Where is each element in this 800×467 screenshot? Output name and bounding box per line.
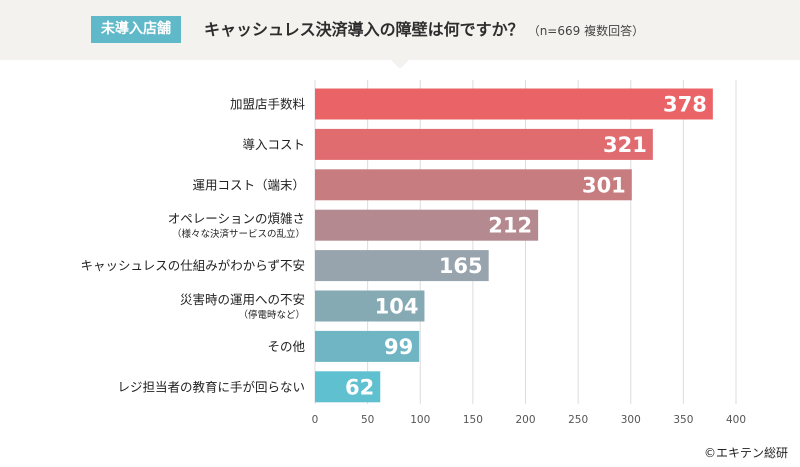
category-label: レジ担当者の教育に手が回らない: [117, 379, 305, 394]
x-tick-label: 50: [361, 414, 374, 426]
category-sublabel: （様々な決済サービスの乱立）: [172, 228, 305, 240]
bar-value-label: 301: [582, 173, 626, 197]
x-tick-label: 100: [410, 414, 430, 426]
category-sublabel: （停電時など）: [238, 309, 305, 321]
x-tick-label: 400: [726, 414, 746, 426]
x-tick-label: 150: [463, 414, 483, 426]
bar: [315, 250, 489, 282]
header-band: 未導入店舗 キャッシュレス決済導入の障壁は何ですか？ （n=669 複数回答）: [0, 0, 800, 60]
bar: [315, 88, 713, 120]
category-label: 運用コスト（端末）: [192, 177, 305, 192]
bar: [315, 209, 539, 241]
bar: [315, 169, 632, 201]
bar: [315, 290, 425, 322]
segment-badge: 未導入店舗: [91, 16, 181, 43]
category-label: その他: [267, 339, 305, 354]
x-tick-label: 250: [568, 414, 588, 426]
bar-value-label: 62: [345, 375, 374, 399]
x-tick-label: 200: [515, 414, 535, 426]
bar-value-label: 99: [384, 335, 413, 359]
header-pointer: [391, 60, 409, 69]
bar-value-label: 104: [375, 295, 419, 319]
bar-value-label: 321: [603, 133, 647, 157]
x-tick-label: 0: [312, 414, 319, 426]
bar-value-label: 212: [488, 214, 532, 238]
bar: [315, 128, 653, 160]
x-tick-label: 300: [621, 414, 641, 426]
chart-title: キャッシュレス決済導入の障壁は何ですか？ （n=669 複数回答）: [204, 16, 644, 43]
bar-value-label: 165: [439, 254, 483, 278]
chart-title-text: キャッシュレス決済導入の障壁は何ですか？: [204, 20, 524, 39]
sample-size-note: （n=669 複数回答）: [527, 24, 645, 38]
category-label: 加盟店手数料: [230, 97, 306, 112]
category-label: キャッシュレスの仕組みがわからず不安: [80, 258, 305, 273]
category-label: オペレーションの煩雑さ: [168, 211, 305, 226]
category-label: 災害時の運用への不安: [180, 292, 305, 307]
bar-value-label: 378: [663, 93, 707, 117]
category-label: 導入コスト: [242, 137, 305, 152]
bar: [315, 330, 420, 362]
x-tick-label: 350: [673, 414, 693, 426]
source-credit: ©エキテン総研: [703, 446, 788, 460]
bar: [315, 371, 381, 403]
